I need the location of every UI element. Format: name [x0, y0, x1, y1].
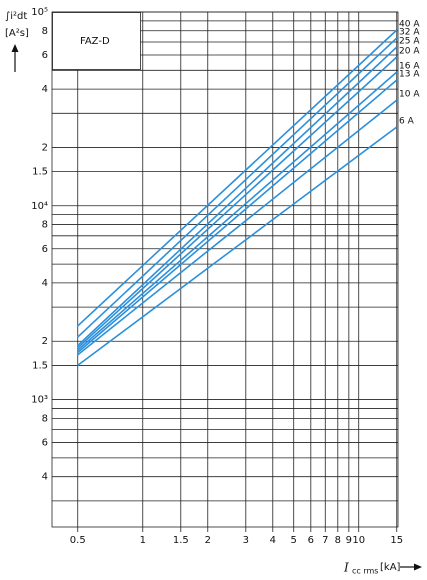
y-tick-label: 4 — [42, 472, 48, 483]
series-label: 6 A — [399, 117, 415, 127]
series-label: 16 A — [399, 62, 420, 72]
series-line — [77, 29, 398, 327]
series-label: 10 A — [399, 90, 420, 100]
y-tick-label: 10⁴ — [31, 201, 48, 212]
y-tick-label: 1.5 — [32, 360, 48, 371]
series-label: 25 A — [399, 36, 420, 46]
y-tick-label: 6 — [42, 438, 48, 449]
x-arrow-head — [414, 563, 422, 571]
y-tick-label: 6 — [42, 244, 48, 255]
x-tick-label: 6 — [308, 535, 314, 546]
x-tick-label: 10 — [352, 535, 365, 546]
series-line — [77, 56, 398, 349]
series-line — [77, 99, 398, 356]
x-tick-label: 7 — [322, 535, 328, 546]
x-tick-label: 9 — [346, 535, 352, 546]
y-tick-label: 1.5 — [32, 167, 48, 178]
series-line — [77, 126, 398, 367]
x-tick-label: 4 — [270, 535, 276, 546]
series-label: 32 A — [399, 28, 420, 38]
series-label: 40 A — [399, 20, 420, 30]
y-tick-label: 8 — [42, 220, 48, 231]
y-tick-label: 6 — [42, 50, 48, 61]
x-axis-symbol: I — [343, 561, 349, 575]
y-arrow-head — [11, 44, 19, 52]
y-tick-label: 4 — [42, 278, 48, 289]
y-tick-label: 10⁵ — [31, 7, 48, 18]
x-tick-label: 8 — [335, 535, 341, 546]
title-box — [52, 12, 141, 70]
series-line — [77, 79, 398, 354]
x-tick-label: 1.5 — [173, 535, 189, 546]
x-tick-label: 1 — [140, 535, 146, 546]
x-tick-label: 15 — [390, 535, 403, 546]
x-tick-label: 2 — [205, 535, 211, 546]
y-tick-label: 2 — [42, 336, 48, 347]
x-axis-subscript: cc rms — [352, 567, 378, 576]
y-axis-label: ∫i²dt — [5, 11, 27, 22]
y-tick-label: 4 — [42, 84, 48, 95]
y-tick-label: 8 — [42, 26, 48, 37]
series-line — [77, 46, 398, 347]
grid — [51, 11, 399, 532]
series-label: 20 A — [399, 46, 420, 56]
y-tick-label: 8 — [42, 413, 48, 424]
y-tick-label: 2 — [42, 142, 48, 153]
x-tick-label: 5 — [291, 535, 297, 546]
x-axis-unit: [kA] — [380, 562, 401, 573]
series-line — [77, 37, 398, 338]
chart-title: FAZ-D — [80, 36, 110, 47]
y-axis-unit: [A²s] — [5, 28, 29, 39]
series-label: 13 A — [399, 69, 420, 79]
series-line — [77, 71, 398, 351]
y-tick-label: 10³ — [31, 395, 48, 406]
x-tick-label: 0.5 — [70, 535, 86, 546]
x-tick-label: 3 — [243, 535, 249, 546]
